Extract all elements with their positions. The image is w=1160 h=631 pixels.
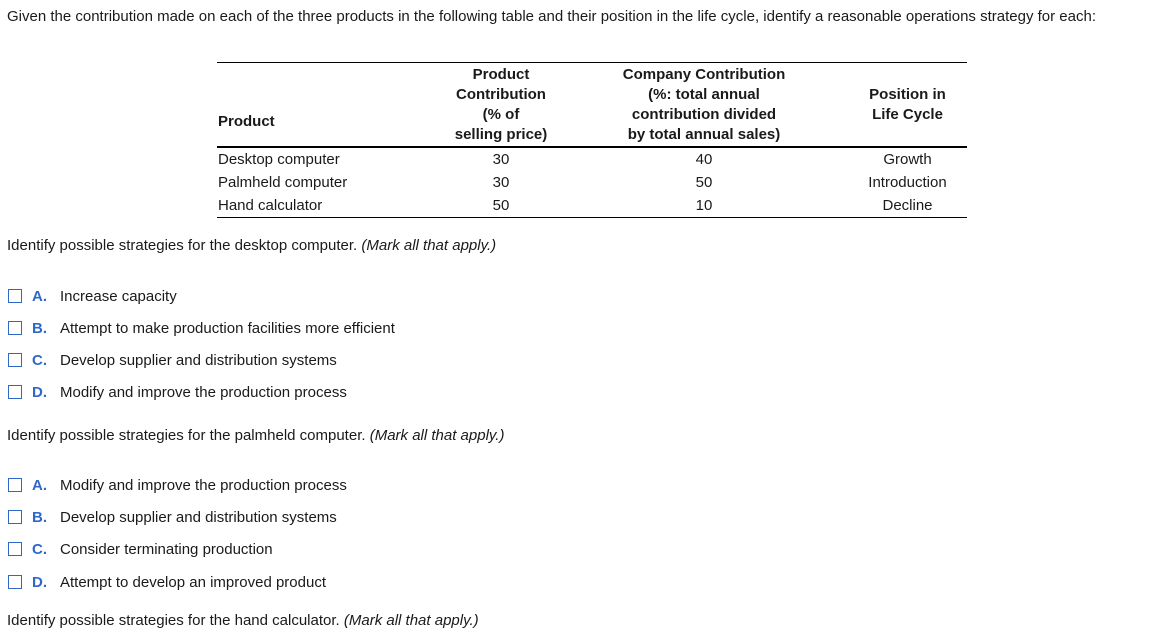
- q2-option-c[interactable]: C. Consider terminating production: [8, 539, 273, 559]
- cell-product: Palmheld computer: [218, 174, 348, 191]
- option-label: Increase capacity: [60, 287, 177, 305]
- option-letter: D.: [32, 573, 47, 591]
- option-label: Attempt to make production facilities mo…: [60, 319, 395, 337]
- checkbox[interactable]: [8, 353, 22, 367]
- header-position-in-life-cycle: Position in Life Cycle: [869, 86, 946, 123]
- question-palmheld-prompt: Identify possible strategies for the pal…: [7, 427, 505, 444]
- cell-product-contribution: 50: [442, 194, 560, 218]
- question-intro: Given the contribution made on each of t…: [7, 8, 1096, 25]
- header-company-contribution: Company Contribution (%: total annual co…: [622, 66, 786, 143]
- q2-option-d[interactable]: D. Attempt to develop an improved produc…: [8, 572, 326, 592]
- cell-product: Hand calculator: [217, 194, 442, 218]
- mark-all-hint: (Mark all that apply.): [361, 237, 497, 254]
- q1-option-d[interactable]: D. Modify and improve the production pro…: [8, 382, 347, 402]
- checkbox[interactable]: [8, 478, 22, 492]
- q2-option-b[interactable]: B. Develop supplier and distribution sys…: [8, 507, 337, 527]
- checkbox[interactable]: [8, 510, 22, 524]
- option-letter: C.: [32, 351, 47, 369]
- option-letter: A.: [32, 476, 47, 494]
- header-product-contribution: Product Contribution (% of selling price…: [454, 66, 548, 143]
- table-row: Palmheld computer 30 50 Introduction: [217, 171, 967, 194]
- option-label: Develop supplier and distribution system…: [60, 508, 337, 526]
- checkbox[interactable]: [8, 289, 22, 303]
- cell-product: Desktop computer: [218, 151, 340, 168]
- checkbox[interactable]: [8, 575, 22, 589]
- option-label: Modify and improve the production proces…: [60, 383, 347, 401]
- option-letter: C.: [32, 540, 47, 558]
- option-letter: B.: [32, 508, 47, 526]
- cell-company-contribution: 50: [695, 174, 713, 191]
- option-label: Attempt to develop an improved product: [60, 573, 326, 591]
- cell-product-contribution: 30: [492, 174, 510, 191]
- checkbox[interactable]: [8, 542, 22, 556]
- cell-position: Growth: [883, 151, 932, 168]
- q1-option-b[interactable]: B. Attempt to make production facilities…: [8, 318, 395, 338]
- checkbox[interactable]: [8, 321, 22, 335]
- table-row: Hand calculator 50 10 Decline: [217, 194, 967, 218]
- header-product: Product: [218, 113, 275, 130]
- cell-position: Decline: [848, 194, 967, 218]
- cell-position: Introduction: [868, 174, 947, 191]
- option-letter: D.: [32, 383, 47, 401]
- product-table: Product Product Contribution (% of selli…: [217, 62, 967, 218]
- cell-product-contribution: 30: [492, 151, 510, 168]
- mark-all-hint: (Mark all that apply.): [369, 427, 505, 444]
- q1-option-c[interactable]: C. Develop supplier and distribution sys…: [8, 350, 337, 370]
- table-row: Desktop computer 30 40 Growth: [217, 147, 967, 171]
- option-label: Develop supplier and distribution system…: [60, 351, 337, 369]
- question-hand-calculator-prompt: Identify possible strategies for the han…: [7, 612, 479, 629]
- cell-company-contribution: 40: [695, 151, 713, 168]
- checkbox[interactable]: [8, 385, 22, 399]
- option-letter: B.: [32, 319, 47, 337]
- mark-all-hint: (Mark all that apply.): [343, 612, 479, 629]
- cell-company-contribution: 10: [560, 194, 848, 218]
- option-label: Modify and improve the production proces…: [60, 476, 347, 494]
- q2-option-a[interactable]: A. Modify and improve the production pro…: [8, 475, 347, 495]
- q1-option-a[interactable]: A. Increase capacity: [8, 286, 177, 306]
- question-desktop-prompt: Identify possible strategies for the des…: [7, 237, 497, 254]
- option-letter: A.: [32, 287, 47, 305]
- option-label: Consider terminating production: [60, 540, 273, 558]
- table-header-row: Product Product Contribution (% of selli…: [217, 62, 967, 147]
